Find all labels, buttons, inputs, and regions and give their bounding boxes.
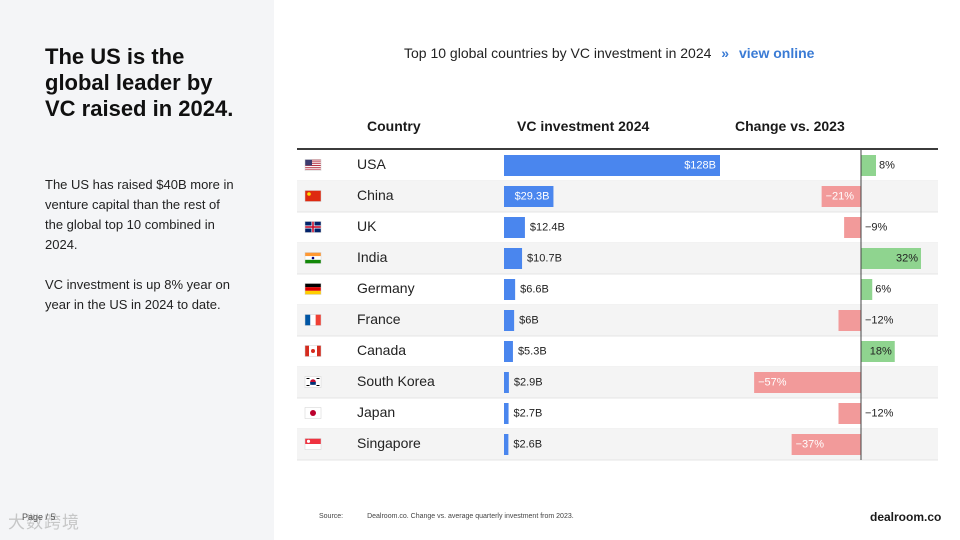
column-header-vc-investment: VC investment 2024 xyxy=(517,118,650,134)
country-label: Germany xyxy=(357,280,415,296)
summary-paragraph-2: VC investment is up 8% year on year in t… xyxy=(45,277,230,312)
japan-flag-icon xyxy=(304,407,322,419)
canada-flag-icon xyxy=(304,345,322,357)
germany-flag-icon xyxy=(304,283,322,295)
header-divider xyxy=(297,148,938,150)
change-bar xyxy=(844,217,861,238)
headline: The US is the global leader by VC raised… xyxy=(45,44,234,121)
country-label: Singapore xyxy=(357,435,421,451)
vc-value-label: $6.6B xyxy=(520,283,549,295)
change-value-label: −57% xyxy=(758,376,787,388)
vc-value-label: $29.3B xyxy=(515,190,550,202)
vc-bar xyxy=(504,248,523,269)
summary-paragraph-1: The US has raised $40B more in venture c… xyxy=(45,177,234,252)
vc-bar xyxy=(504,186,554,207)
change-value-label: −12% xyxy=(865,407,894,419)
change-bar xyxy=(861,279,873,300)
vc-bar xyxy=(504,341,513,362)
change-value-label: −9% xyxy=(865,221,888,233)
vc-bar xyxy=(504,217,525,238)
vc-value-label: $6B xyxy=(519,314,539,326)
change-bar xyxy=(838,310,861,331)
change-bar xyxy=(838,403,861,424)
country-label: UK xyxy=(357,218,377,234)
source-text: Dealroom.co. Change vs. average quarterl… xyxy=(367,513,574,520)
change-value-label: 18% xyxy=(870,345,892,357)
watermark-logo: 大数跨境 xyxy=(8,513,80,533)
brand-logo: dealroom.co xyxy=(870,510,942,524)
vc-value-label: $2.9B xyxy=(514,376,543,388)
page-number: Page / 5 xyxy=(22,512,56,522)
change-value-label: −21% xyxy=(826,190,855,202)
vc-bar xyxy=(504,403,509,424)
vc-value-label: $10.7B xyxy=(527,252,562,264)
view-online-link[interactable]: view online xyxy=(738,45,815,61)
vc-value-label: $128B xyxy=(684,159,716,171)
vc-value-label: $2.7B xyxy=(514,407,543,419)
south-korea-flag-icon xyxy=(304,376,322,388)
column-header-change: Change vs. 2023 xyxy=(735,118,845,134)
vc-bar xyxy=(504,434,509,455)
change-bar xyxy=(754,372,861,393)
change-bar xyxy=(861,248,921,269)
chart-title: Top 10 global countries by VC investment… xyxy=(404,45,814,61)
source-note: Source: Dealroom.co. Change vs. average … xyxy=(319,513,574,520)
china-flag-icon xyxy=(304,190,322,202)
singapore-flag-icon xyxy=(304,438,322,450)
row-background xyxy=(297,243,938,274)
country-label: Canada xyxy=(357,342,406,358)
change-bar xyxy=(861,341,895,362)
change-value-label: 6% xyxy=(875,283,891,295)
vc-value-label: $12.4B xyxy=(530,221,565,233)
source-label: Source: xyxy=(319,513,344,520)
vc-value-label: $2.6B xyxy=(513,438,542,450)
link-arrow-icon: » xyxy=(721,45,730,61)
change-bar xyxy=(791,434,861,455)
change-bar xyxy=(861,155,876,176)
column-header-country: Country xyxy=(367,118,421,134)
change-value-label: 8% xyxy=(879,159,895,171)
vc-bar xyxy=(504,372,509,393)
country-label: South Korea xyxy=(357,373,435,389)
change-bar xyxy=(821,186,861,207)
us-flag-icon xyxy=(304,159,322,171)
row-background xyxy=(297,305,938,336)
chart-title-text: Top 10 global countries by VC investment… xyxy=(404,45,712,61)
country-label: USA xyxy=(357,156,386,172)
uk-flag-icon xyxy=(304,221,322,233)
change-value-label: −12% xyxy=(865,314,894,326)
country-label: Japan xyxy=(357,404,395,420)
left-panel xyxy=(0,0,274,540)
country-label: India xyxy=(357,249,388,265)
change-value-label: 32% xyxy=(896,252,918,264)
france-flag-icon xyxy=(304,314,322,326)
india-flag-icon xyxy=(304,252,322,264)
vc-bar xyxy=(504,279,516,300)
change-value-label: −37% xyxy=(796,438,825,450)
vc-bar xyxy=(504,310,515,331)
vc-value-label: $5.3B xyxy=(518,345,547,357)
vc-bar xyxy=(504,155,720,176)
country-label: France xyxy=(357,311,401,327)
country-label: China xyxy=(357,187,394,203)
